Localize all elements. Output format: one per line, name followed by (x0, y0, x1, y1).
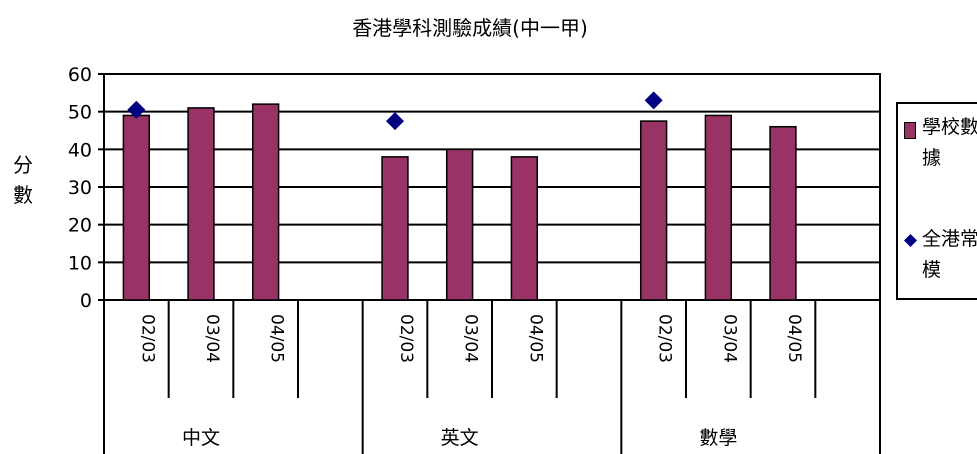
y-tick-label: 50 (68, 102, 92, 124)
x-tick-label: 03/04 (202, 314, 222, 363)
y-tick-label: 0 (80, 290, 92, 312)
y-tick-label: 20 (68, 215, 92, 237)
x-tick-label: 02/03 (137, 314, 157, 363)
group-label: 英文 (441, 427, 479, 449)
norm-marker (127, 100, 146, 119)
norm-marker (644, 91, 663, 110)
chart-title: 香港學科測驗成績(中一甲) (352, 16, 588, 40)
bar (639, 120, 668, 301)
bar (122, 114, 151, 301)
y-tick-label: 30 (68, 177, 92, 199)
x-tick-label: 03/04 (719, 314, 739, 363)
y-axis-label: 分數 (13, 153, 33, 207)
legend-label-norm: 全港常模 (922, 228, 977, 281)
legend: 學校數據 全港常模 (896, 102, 977, 300)
bar (251, 103, 280, 301)
bar (769, 125, 797, 301)
bar (187, 107, 215, 301)
norm-marker (386, 112, 404, 131)
x-tick-label: 04/05 (784, 314, 804, 363)
legend-label-school: 學校數據 (922, 116, 977, 169)
legend-diamond-icon (904, 234, 917, 247)
x-tick-label: 04/05 (525, 314, 545, 363)
group-label: 數學 (699, 427, 737, 449)
group-label: 中文 (182, 427, 220, 449)
x-tick-label: 03/04 (461, 314, 481, 363)
bar (381, 156, 409, 301)
bar (510, 156, 539, 301)
x-tick-label: 02/03 (396, 314, 416, 363)
legend-swatch-school (904, 122, 916, 139)
x-tick-label: 02/03 (655, 314, 675, 363)
y-tick-label: 40 (68, 139, 92, 161)
bar (704, 114, 733, 301)
bar (445, 148, 474, 301)
y-tick-label: 10 (68, 252, 92, 274)
x-tick-label: 04/05 (267, 314, 287, 363)
y-tick-label: 60 (68, 64, 92, 86)
